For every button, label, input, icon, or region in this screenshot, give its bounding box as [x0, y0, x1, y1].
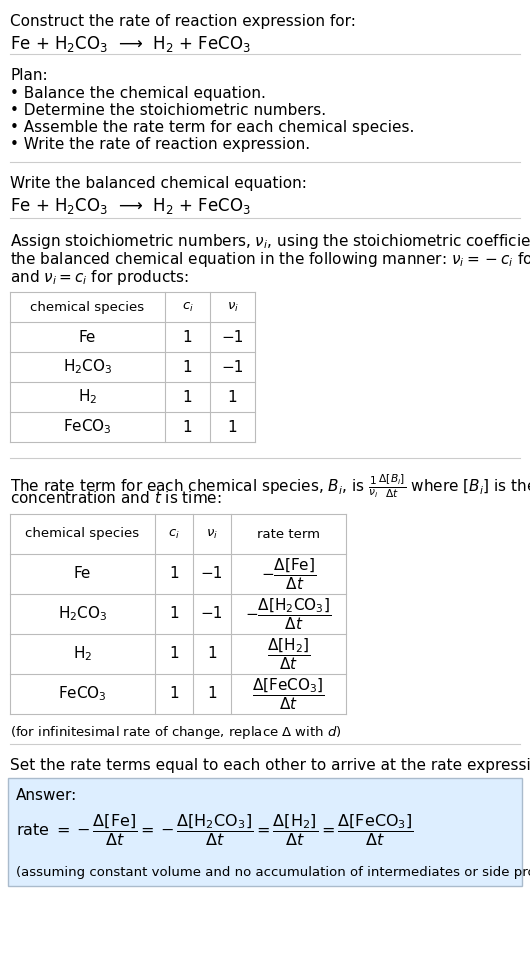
Text: FeCO$_3$: FeCO$_3$ [63, 418, 112, 436]
Text: Fe + H$_2$CO$_3$  ⟶  H$_2$ + FeCO$_3$: Fe + H$_2$CO$_3$ ⟶ H$_2$ + FeCO$_3$ [10, 34, 251, 54]
Text: Construct the rate of reaction expression for:: Construct the rate of reaction expressio… [10, 14, 356, 29]
Text: 1: 1 [169, 646, 179, 662]
Text: 1: 1 [228, 389, 237, 404]
Text: Plan:: Plan: [10, 68, 48, 83]
Text: 1: 1 [183, 330, 192, 345]
Text: Fe: Fe [74, 566, 91, 582]
Text: • Write the rate of reaction expression.: • Write the rate of reaction expression. [10, 137, 310, 152]
Text: Fe + H$_2$CO$_3$  ⟶  H$_2$ + FeCO$_3$: Fe + H$_2$CO$_3$ ⟶ H$_2$ + FeCO$_3$ [10, 196, 251, 216]
Text: 1: 1 [169, 566, 179, 582]
Text: $-\dfrac{\Delta[\mathrm{Fe}]}{\Delta t}$: $-\dfrac{\Delta[\mathrm{Fe}]}{\Delta t}$ [261, 556, 316, 591]
Text: FeCO$_3$: FeCO$_3$ [58, 684, 107, 704]
Text: Assign stoichiometric numbers, $\nu_i$, using the stoichiometric coefficients, $: Assign stoichiometric numbers, $\nu_i$, … [10, 232, 530, 251]
Text: $c_i$: $c_i$ [182, 301, 193, 313]
Text: $-\dfrac{\Delta[\mathrm{H_2CO_3}]}{\Delta t}$: $-\dfrac{\Delta[\mathrm{H_2CO_3}]}{\Delt… [245, 596, 331, 631]
Text: 1: 1 [169, 606, 179, 622]
Text: Answer:: Answer: [16, 788, 77, 803]
Text: 1: 1 [207, 646, 217, 662]
Text: $\nu_i$: $\nu_i$ [206, 527, 218, 541]
Text: • Balance the chemical equation.: • Balance the chemical equation. [10, 86, 266, 101]
FancyBboxPatch shape [8, 778, 522, 886]
Text: chemical species: chemical species [30, 301, 145, 313]
Text: chemical species: chemical species [25, 527, 139, 541]
Text: rate $= -\dfrac{\Delta[\mathrm{Fe}]}{\Delta t} = -\dfrac{\Delta[\mathrm{H_2CO_3}: rate $= -\dfrac{\Delta[\mathrm{Fe}]}{\De… [16, 812, 414, 848]
Text: concentration and $t$ is time:: concentration and $t$ is time: [10, 490, 222, 506]
Text: (assuming constant volume and no accumulation of intermediates or side products): (assuming constant volume and no accumul… [16, 866, 530, 879]
Text: −1: −1 [222, 330, 244, 345]
Text: H$_2$CO$_3$: H$_2$CO$_3$ [58, 605, 107, 624]
Text: Write the balanced chemical equation:: Write the balanced chemical equation: [10, 176, 307, 191]
Text: Set the rate terms equal to each other to arrive at the rate expression:: Set the rate terms equal to each other t… [10, 758, 530, 773]
Text: 1: 1 [183, 359, 192, 375]
Text: $c_i$: $c_i$ [168, 527, 180, 541]
Text: 1: 1 [228, 420, 237, 434]
Text: and $\nu_i = c_i$ for products:: and $\nu_i = c_i$ for products: [10, 268, 189, 287]
Text: $\dfrac{\Delta[\mathrm{FeCO_3}]}{\Delta t}$: $\dfrac{\Delta[\mathrm{FeCO_3}]}{\Delta … [252, 676, 325, 712]
Text: 1: 1 [183, 389, 192, 404]
Text: the balanced chemical equation in the following manner: $\nu_i = -c_i$ for react: the balanced chemical equation in the fo… [10, 250, 530, 269]
Text: 1: 1 [207, 686, 217, 702]
Text: • Assemble the rate term for each chemical species.: • Assemble the rate term for each chemic… [10, 120, 414, 135]
Text: H$_2$CO$_3$: H$_2$CO$_3$ [63, 357, 112, 377]
Text: H$_2$: H$_2$ [78, 387, 97, 406]
Text: The rate term for each chemical species, $B_i$, is $\frac{1}{\nu_i}\frac{\Delta[: The rate term for each chemical species,… [10, 472, 530, 500]
Text: (for infinitesimal rate of change, replace Δ with $d$): (for infinitesimal rate of change, repla… [10, 724, 342, 741]
Text: −1: −1 [201, 606, 223, 622]
Text: Fe: Fe [79, 330, 96, 345]
Text: $\nu_i$: $\nu_i$ [226, 301, 238, 313]
Text: H$_2$: H$_2$ [73, 645, 92, 664]
Text: −1: −1 [222, 359, 244, 375]
Text: 1: 1 [183, 420, 192, 434]
Text: rate term: rate term [257, 527, 320, 541]
Text: 1: 1 [169, 686, 179, 702]
Text: −1: −1 [201, 566, 223, 582]
Text: • Determine the stoichiometric numbers.: • Determine the stoichiometric numbers. [10, 103, 326, 118]
Text: $\dfrac{\Delta[\mathrm{H_2}]}{\Delta t}$: $\dfrac{\Delta[\mathrm{H_2}]}{\Delta t}$ [267, 636, 310, 671]
